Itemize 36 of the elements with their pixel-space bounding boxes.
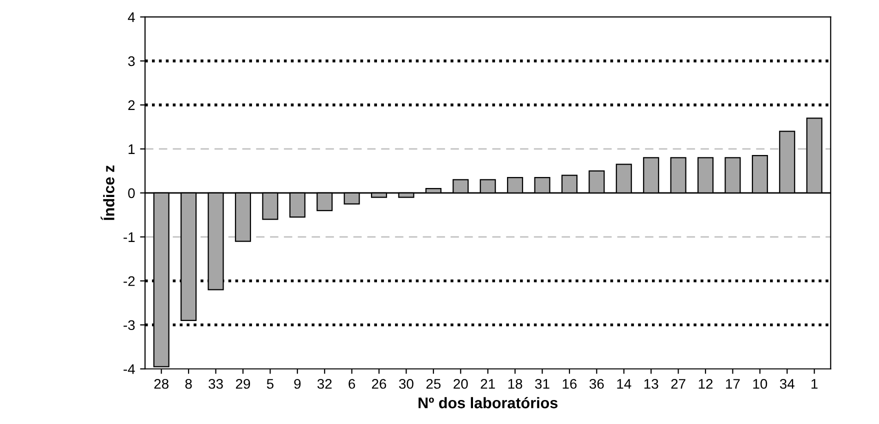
x-tick-label: 14 [617, 379, 632, 389]
x-tick-label: 12 [698, 378, 713, 389]
x-tick-label: 33 [208, 378, 223, 389]
x-tick-label: 31 [535, 378, 550, 389]
x-tick-label: 30 [399, 378, 414, 389]
x-tick-label: 16 [562, 378, 577, 389]
x-tick-label: 18 [508, 378, 522, 389]
x-tick-label: 8 [185, 378, 192, 389]
x-tick-label: 32 [317, 378, 332, 389]
y-tick-label: -4 [124, 364, 135, 374]
x-tick-label: 27 [671, 378, 686, 389]
x-tick-label: 25 [426, 378, 441, 389]
x-tick-label: 10 [753, 378, 768, 389]
x-tick-label: 13 [644, 378, 658, 389]
y-tick-label: -2 [124, 276, 135, 286]
y-tick-label: 1 [128, 144, 135, 154]
y-axis-title: Índice z [100, 165, 114, 220]
y-tick-label: -3 [124, 320, 135, 330]
x-tick-label: 6 [348, 378, 356, 389]
x-tick-label: 9 [294, 378, 301, 389]
x-tick-label: 21 [480, 378, 495, 389]
x-tick-label: 29 [236, 378, 250, 389]
x-tick-label: 34 [780, 378, 794, 389]
x-tick-label: 26 [372, 378, 386, 389]
x-tick-label: 5 [266, 379, 274, 389]
x-tick-label: 17 [726, 379, 740, 389]
y-tick-label: 2 [128, 100, 135, 110]
y-tick-label: 4 [128, 12, 135, 22]
x-tick-label: 36 [589, 378, 604, 389]
x-tick-label: 1 [812, 379, 818, 389]
x-tick-label: 28 [154, 378, 168, 389]
y-tick-label: 0 [128, 188, 135, 198]
y-tick-label: -1 [124, 232, 135, 242]
x-tick-label: 20 [454, 378, 468, 389]
y-tick-label: 3 [128, 56, 135, 66]
x-axis-title: Nº dos laboratórios [418, 396, 558, 408]
